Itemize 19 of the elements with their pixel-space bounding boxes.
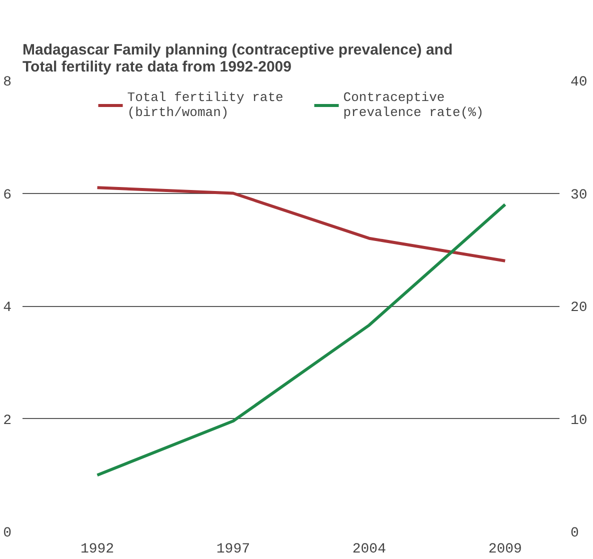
y-tick-label: 4: [3, 300, 12, 316]
line-series: [96, 186, 507, 262]
y-tick-label: 0: [3, 526, 12, 542]
chart-title: Madagascar Family planning (contraceptive prevalence) and Total fertility rate data from 1992-2009: [22, 42, 453, 76]
y-tick-label: 6: [3, 187, 12, 204]
y2-tick-label: 40: [570, 74, 588, 90]
y2-tick-label: 30: [570, 187, 588, 204]
x-tick-label: 1992: [80, 542, 114, 558]
x-tick-label: 2004: [352, 542, 386, 558]
legend-label: Contraceptive prevalence rate(%): [343, 90, 484, 120]
legend-label: Total fertility rate (birth/woman): [127, 90, 284, 120]
y2-tick-label: 0: [570, 526, 579, 542]
y-tick-label: 8: [3, 74, 12, 90]
y2-tick-label: 10: [570, 412, 588, 429]
y2-tick-label: 20: [570, 300, 588, 316]
x-tick-label: 1997: [216, 542, 250, 558]
x-tick-label: 2009: [488, 542, 522, 558]
y-tick-label: 2: [3, 412, 12, 429]
line-series: [96, 203, 507, 477]
